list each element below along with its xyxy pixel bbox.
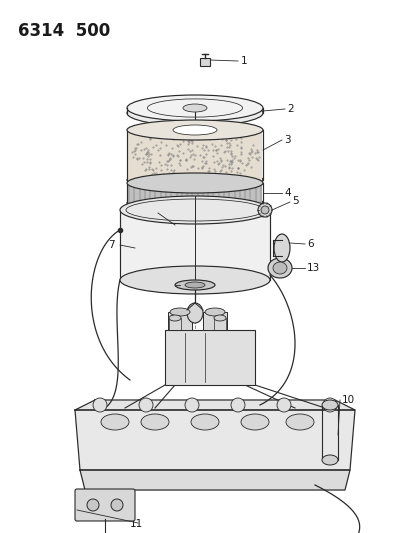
FancyBboxPatch shape <box>75 489 135 521</box>
Text: 6314  500: 6314 500 <box>18 22 110 40</box>
Text: 7: 7 <box>108 240 114 250</box>
Ellipse shape <box>260 206 268 214</box>
Circle shape <box>111 499 123 511</box>
Circle shape <box>139 398 153 412</box>
Polygon shape <box>75 400 354 410</box>
Ellipse shape <box>169 315 180 321</box>
Circle shape <box>257 203 271 217</box>
Ellipse shape <box>187 303 202 323</box>
Ellipse shape <box>127 95 262 121</box>
Polygon shape <box>75 410 354 470</box>
Ellipse shape <box>190 414 218 430</box>
Bar <box>168 312 192 330</box>
Ellipse shape <box>101 414 129 430</box>
Ellipse shape <box>185 282 204 288</box>
Ellipse shape <box>127 120 262 140</box>
Circle shape <box>230 398 244 412</box>
Text: 3: 3 <box>283 135 290 145</box>
Circle shape <box>93 398 107 412</box>
Ellipse shape <box>120 196 269 224</box>
Ellipse shape <box>321 455 337 465</box>
Text: 9: 9 <box>173 308 180 318</box>
Bar <box>128 183 261 203</box>
Ellipse shape <box>120 266 269 294</box>
Ellipse shape <box>141 414 169 430</box>
Text: 10: 10 <box>341 395 354 405</box>
Ellipse shape <box>272 262 286 274</box>
Text: 8: 8 <box>171 280 178 290</box>
Text: 6: 6 <box>306 239 313 249</box>
Bar <box>202 312 226 330</box>
Text: 2: 2 <box>286 104 293 114</box>
Circle shape <box>276 398 290 412</box>
Ellipse shape <box>127 193 262 213</box>
Ellipse shape <box>204 308 224 316</box>
Circle shape <box>185 398 199 412</box>
Ellipse shape <box>175 280 214 290</box>
Ellipse shape <box>127 173 262 193</box>
Ellipse shape <box>170 308 190 316</box>
Ellipse shape <box>127 170 262 190</box>
Text: 11: 11 <box>130 519 143 529</box>
Polygon shape <box>80 470 349 490</box>
Ellipse shape <box>214 315 225 321</box>
Ellipse shape <box>267 258 291 278</box>
Bar <box>165 330 254 385</box>
Text: 5: 5 <box>291 196 298 206</box>
Bar <box>128 130 261 180</box>
Bar <box>199 58 209 66</box>
Text: 13: 13 <box>306 263 320 273</box>
Ellipse shape <box>240 414 268 430</box>
Ellipse shape <box>183 104 206 112</box>
Text: 12: 12 <box>145 208 158 218</box>
Bar <box>120 210 269 280</box>
Circle shape <box>322 398 336 412</box>
Ellipse shape <box>273 234 289 262</box>
Ellipse shape <box>285 414 313 430</box>
Circle shape <box>87 499 99 511</box>
Text: 1: 1 <box>240 56 247 66</box>
Ellipse shape <box>321 400 337 410</box>
Text: 4: 4 <box>283 188 290 198</box>
Ellipse shape <box>127 100 262 126</box>
Ellipse shape <box>173 125 216 135</box>
